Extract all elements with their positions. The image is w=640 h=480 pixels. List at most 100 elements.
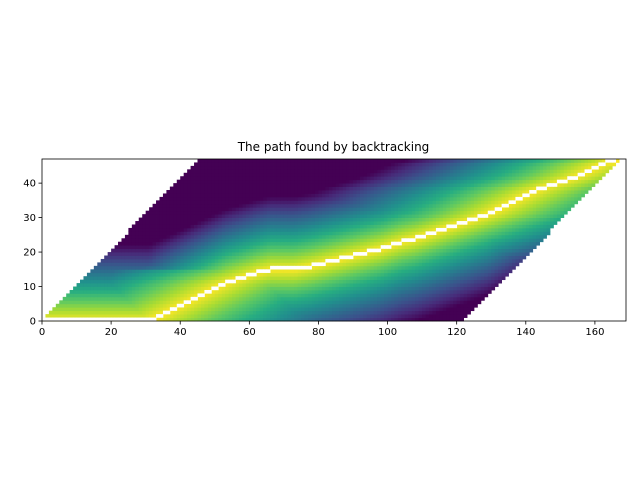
- heatmap-cell: [346, 307, 350, 312]
- heatmap-cell: [294, 200, 299, 205]
- heatmap-cell: [107, 286, 112, 291]
- heatmap-cell: [100, 276, 105, 281]
- heatmap-cell: [477, 258, 482, 263]
- heatmap-cell: [563, 186, 568, 191]
- heatmap-cell: [577, 190, 582, 194]
- heatmap-cell: [422, 221, 426, 225]
- heatmap-cell: [135, 286, 140, 291]
- heatmap-cell: [484, 234, 489, 239]
- heatmap-cell: [463, 214, 468, 218]
- heatmap-cell: [100, 279, 105, 284]
- heatmap-cell: [460, 276, 464, 281]
- heatmap-cell: [356, 289, 361, 294]
- heatmap-cell: [173, 224, 178, 229]
- heatmap-cell: [325, 241, 330, 246]
- heatmap-cell: [391, 214, 395, 218]
- heatmap-cell: [318, 276, 323, 281]
- heatmap-cell: [107, 279, 112, 284]
- heatmap-cell: [100, 269, 105, 274]
- heatmap-cell: [245, 183, 250, 187]
- heatmap-cell: [435, 255, 440, 260]
- heatmap-cell: [142, 231, 147, 236]
- heatmap-cell: [346, 217, 350, 222]
- heatmap-cell: [404, 214, 409, 218]
- heatmap-cell: [211, 303, 216, 308]
- heatmap-cell: [90, 276, 95, 281]
- heatmap-cell: [280, 217, 285, 222]
- heatmap-cell: [169, 265, 174, 270]
- heatmap-cell: [335, 245, 340, 250]
- heatmap-cell: [456, 224, 461, 229]
- heatmap-cell: [200, 296, 205, 301]
- heatmap-cell: [194, 289, 198, 294]
- heatmap-cell: [311, 265, 316, 270]
- heatmap-cell: [463, 245, 468, 250]
- heatmap-cell: [156, 227, 160, 232]
- heatmap-cell: [370, 207, 375, 212]
- heatmap-cell: [553, 179, 558, 184]
- heatmap-cell: [66, 310, 71, 315]
- heatmap-cell: [435, 186, 440, 191]
- heatmap-cell: [290, 248, 295, 253]
- heatmap-cell: [318, 179, 323, 184]
- heatmap-cell: [238, 210, 243, 215]
- heatmap-cell: [308, 307, 312, 312]
- heatmap-cell: [394, 296, 399, 301]
- heatmap-cell: [422, 272, 426, 277]
- heatmap-cell: [180, 296, 185, 301]
- heatmap-cell: [553, 221, 558, 225]
- heatmap-cell: [453, 296, 458, 301]
- heatmap-cell: [225, 255, 230, 260]
- heatmap-cell: [114, 248, 119, 253]
- heatmap-cell: [508, 224, 513, 229]
- heatmap-cell: [190, 238, 195, 243]
- heatmap-cell: [308, 262, 312, 267]
- heatmap-cell: [118, 248, 122, 253]
- heatmap-cell: [256, 258, 261, 263]
- heatmap-cell: [297, 214, 302, 218]
- heatmap-cell: [104, 283, 109, 287]
- heatmap-cell: [404, 307, 409, 312]
- heatmap-cell: [166, 272, 171, 277]
- heatmap-cell: [273, 262, 278, 267]
- heatmap-cell: [273, 286, 278, 291]
- heatmap-cell: [238, 200, 243, 205]
- heatmap-cell: [294, 190, 299, 194]
- heatmap-cell: [287, 241, 292, 246]
- heatmap-cell: [339, 207, 344, 212]
- heatmap-cell: [294, 300, 299, 305]
- heatmap-cell: [536, 210, 541, 215]
- heatmap-cell: [380, 272, 385, 277]
- heatmap-cell: [408, 207, 413, 212]
- heatmap-cell: [197, 262, 202, 267]
- heatmap-cell: [470, 207, 475, 212]
- heatmap-cell: [391, 238, 395, 243]
- heatmap-cell: [270, 234, 274, 239]
- heatmap-cell: [321, 227, 326, 232]
- heatmap-cell: [169, 289, 174, 294]
- heatmap-cell: [505, 255, 509, 260]
- heatmap-cell: [394, 293, 399, 298]
- heatmap-cell: [321, 248, 326, 253]
- heatmap-cell: [515, 262, 520, 267]
- heatmap-cell: [290, 241, 295, 246]
- heatmap-cell: [332, 207, 337, 212]
- heatmap-cell: [539, 234, 544, 239]
- heatmap-cell: [318, 248, 323, 253]
- heatmap-cell: [387, 231, 392, 236]
- heatmap-cell: [539, 196, 544, 201]
- heatmap-cell: [529, 238, 534, 243]
- heatmap-cell: [100, 296, 105, 301]
- heatmap-cell: [422, 314, 426, 318]
- heatmap-cell: [435, 248, 440, 253]
- heatmap-cell: [76, 314, 81, 318]
- heatmap-cell: [138, 289, 143, 294]
- heatmap-cell: [384, 296, 388, 301]
- heatmap-cell: [335, 179, 340, 184]
- heatmap-cell: [332, 272, 337, 277]
- heatmap-cell: [473, 269, 478, 274]
- heatmap-cell: [214, 214, 219, 218]
- heatmap-cell: [470, 245, 475, 250]
- heatmap-cell: [276, 224, 281, 229]
- heatmap-cell: [332, 190, 337, 194]
